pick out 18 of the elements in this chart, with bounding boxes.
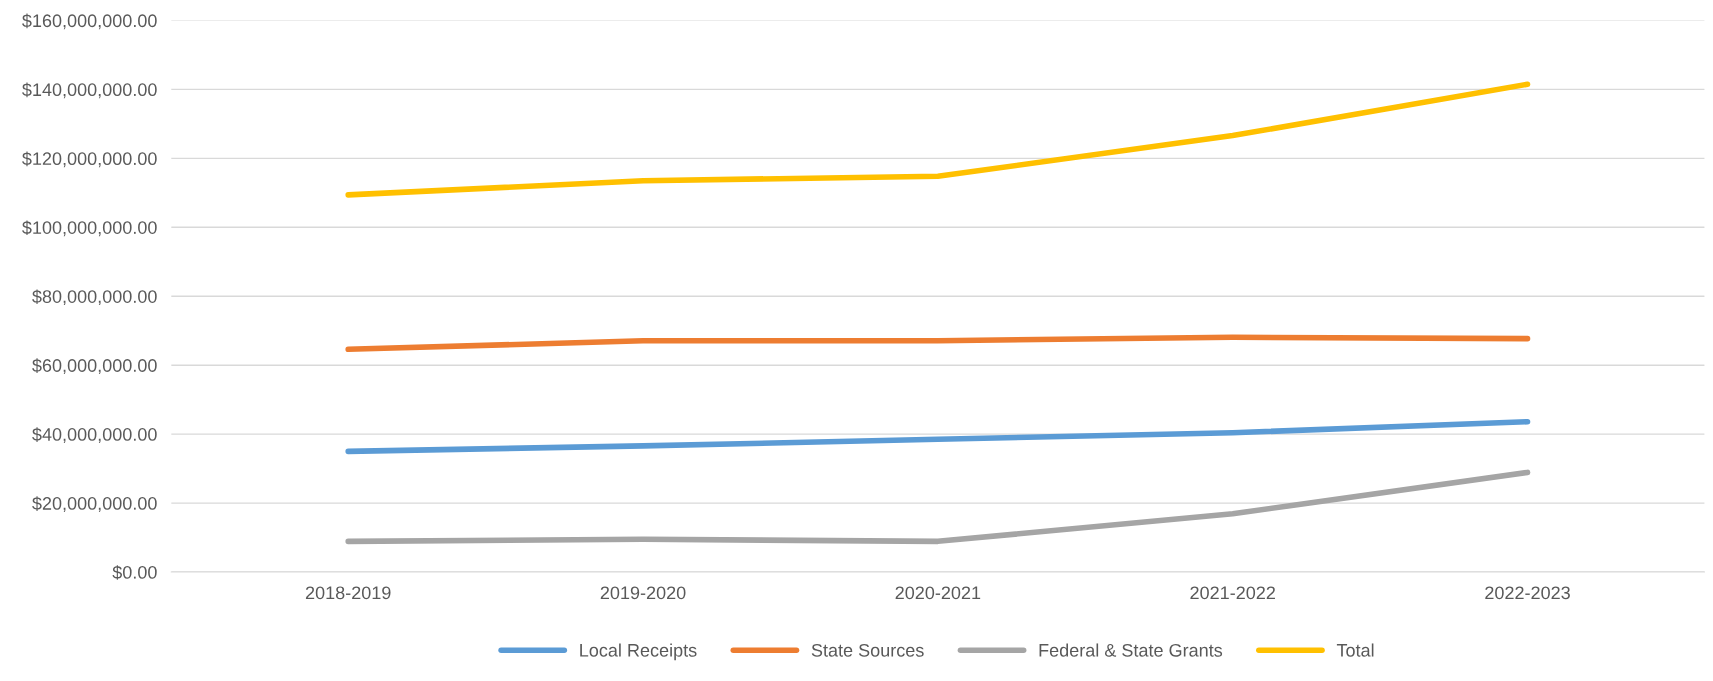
y-tick-label: $100,000,000.00: [22, 220, 157, 237]
x-tick-label: 2022-2023: [1485, 586, 1570, 600]
y-tick-label: $160,000,000.00: [22, 13, 157, 30]
x-tick-label: 2020-2021: [895, 586, 981, 600]
legend-label: Federal & State Grants: [1039, 643, 1223, 657]
legend-label: Local Receipts: [580, 643, 697, 661]
x-tick-label: 2019-2020: [600, 586, 686, 600]
x-tick-label: 2018-2019: [305, 586, 391, 600]
y-tick-label: $120,000,000.00: [22, 151, 157, 168]
x-tick-label: 2021-2022: [1190, 586, 1275, 600]
y-tick-label: $80,000,000.00: [32, 289, 157, 306]
legend-label: Total: [1336, 643, 1374, 657]
legend-label: State Sources: [811, 643, 924, 657]
y-tick-label: $20,000,000.00: [32, 496, 157, 512]
y-tick-label: $0.00: [112, 565, 157, 580]
y-tick-label: $40,000,000.00: [32, 427, 157, 443]
y-tick-label: $60,000,000.00: [32, 358, 157, 375]
y-tick-label: $140,000,000.00: [22, 82, 157, 99]
